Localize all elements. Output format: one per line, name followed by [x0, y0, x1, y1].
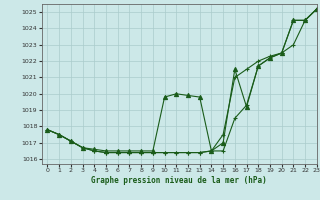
X-axis label: Graphe pression niveau de la mer (hPa): Graphe pression niveau de la mer (hPa): [91, 176, 267, 185]
